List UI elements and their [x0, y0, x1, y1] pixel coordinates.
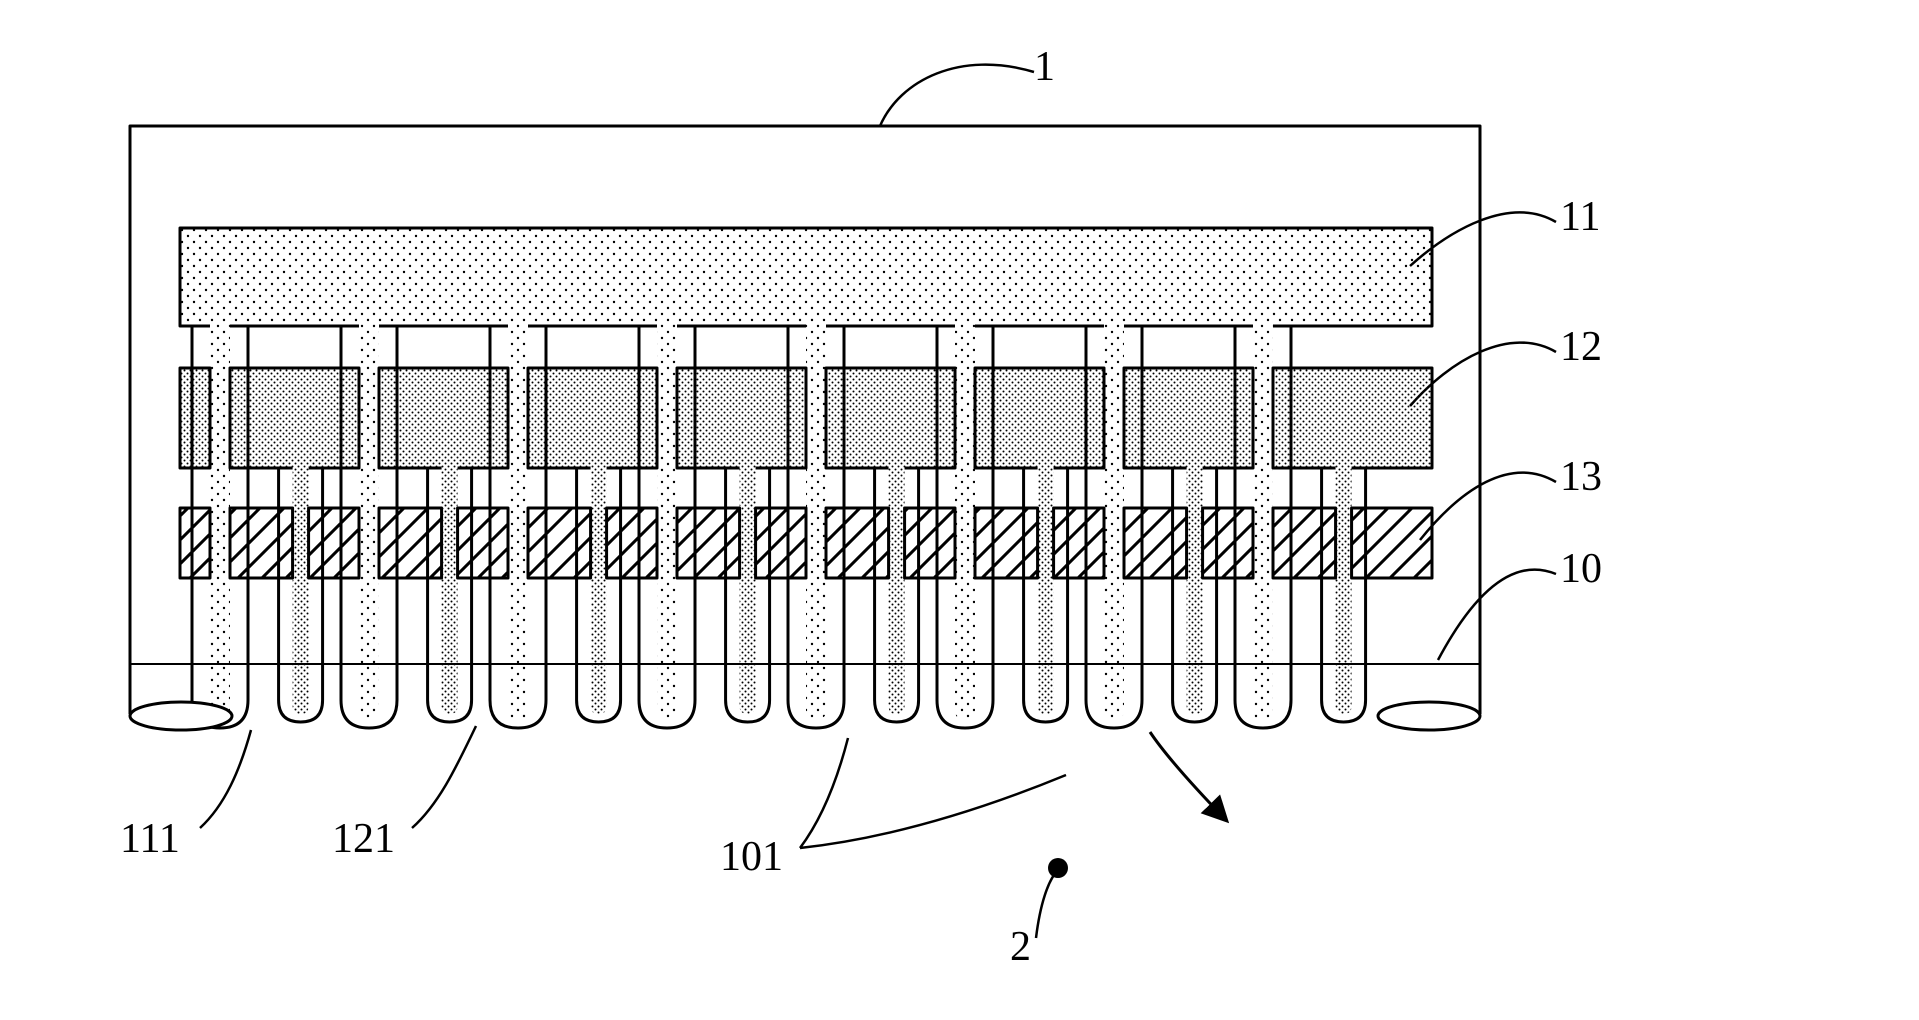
- label-13: 13: [1560, 454, 1602, 500]
- label-101: 101: [720, 834, 783, 880]
- layer-13-slab: [180, 508, 210, 578]
- layer-12-trench: [591, 466, 607, 714]
- layer-11-trench: [657, 324, 677, 720]
- layer-13-slab: [975, 508, 1038, 578]
- diagram-content: [130, 65, 1556, 938]
- layer-13-slab: [528, 508, 591, 578]
- layer-12-trench: [1187, 466, 1203, 714]
- layer-11-trench: [210, 324, 230, 720]
- layer-13-slab: [458, 508, 508, 578]
- layer-11-trench: [1253, 324, 1273, 720]
- layer-13-slab: [379, 508, 442, 578]
- leader-L10: [1438, 570, 1556, 660]
- layer-13-slab: [1124, 508, 1187, 578]
- diagram-canvas: 1 11 12 13 10 111 121 101 2: [0, 0, 1919, 1020]
- layer-12-slab: [1273, 368, 1432, 468]
- layer-11-trench: [1104, 324, 1124, 720]
- layer-11-trench: [806, 324, 826, 720]
- label-11: 11: [1560, 194, 1600, 240]
- layer-13-slab: [309, 508, 359, 578]
- label-111: 111: [120, 816, 180, 862]
- layer-11-trench: [955, 324, 975, 720]
- layer-12-trench: [293, 466, 309, 714]
- leader-L2: [1036, 870, 1058, 938]
- layer-11-trench: [508, 324, 528, 720]
- layer-13-slab: [1054, 508, 1104, 578]
- arrow: [1150, 732, 1226, 820]
- leader-L1: [880, 65, 1034, 126]
- layer-12-trench: [1336, 466, 1352, 714]
- layer-13-slab: [1203, 508, 1253, 578]
- label-10: 10: [1560, 546, 1602, 592]
- layer-11-slab: [180, 228, 1432, 326]
- layer-13-slab: [826, 508, 889, 578]
- label-2: 2: [1010, 924, 1031, 970]
- layer-13-slab: [1273, 508, 1336, 578]
- layer-12-trench: [740, 466, 756, 714]
- label-1: 1: [1034, 44, 1055, 90]
- layer-12-slab: [180, 368, 210, 468]
- corner-ellipse: [130, 702, 232, 730]
- leader-L101-b: [800, 775, 1066, 848]
- layer-13-slab: [1352, 508, 1432, 578]
- layer-13-slab: [677, 508, 740, 578]
- layer-13-slab: [230, 508, 293, 578]
- leader-L13: [1420, 473, 1556, 540]
- corner-ellipse: [1378, 702, 1480, 730]
- layer-13-slab: [756, 508, 806, 578]
- layer-12-trench: [442, 466, 458, 714]
- label-121: 121: [332, 816, 395, 862]
- leader-L111: [200, 730, 251, 828]
- reference-dot: [1048, 858, 1068, 878]
- leader-L101-a: [800, 738, 848, 848]
- layer-13-slab: [905, 508, 955, 578]
- leader-L121: [412, 726, 476, 828]
- layer-12-trench: [889, 466, 905, 714]
- layer-11-trench: [359, 324, 379, 720]
- label-12: 12: [1560, 324, 1602, 370]
- layer-12-trench: [1038, 466, 1054, 714]
- layer-13-slab: [607, 508, 657, 578]
